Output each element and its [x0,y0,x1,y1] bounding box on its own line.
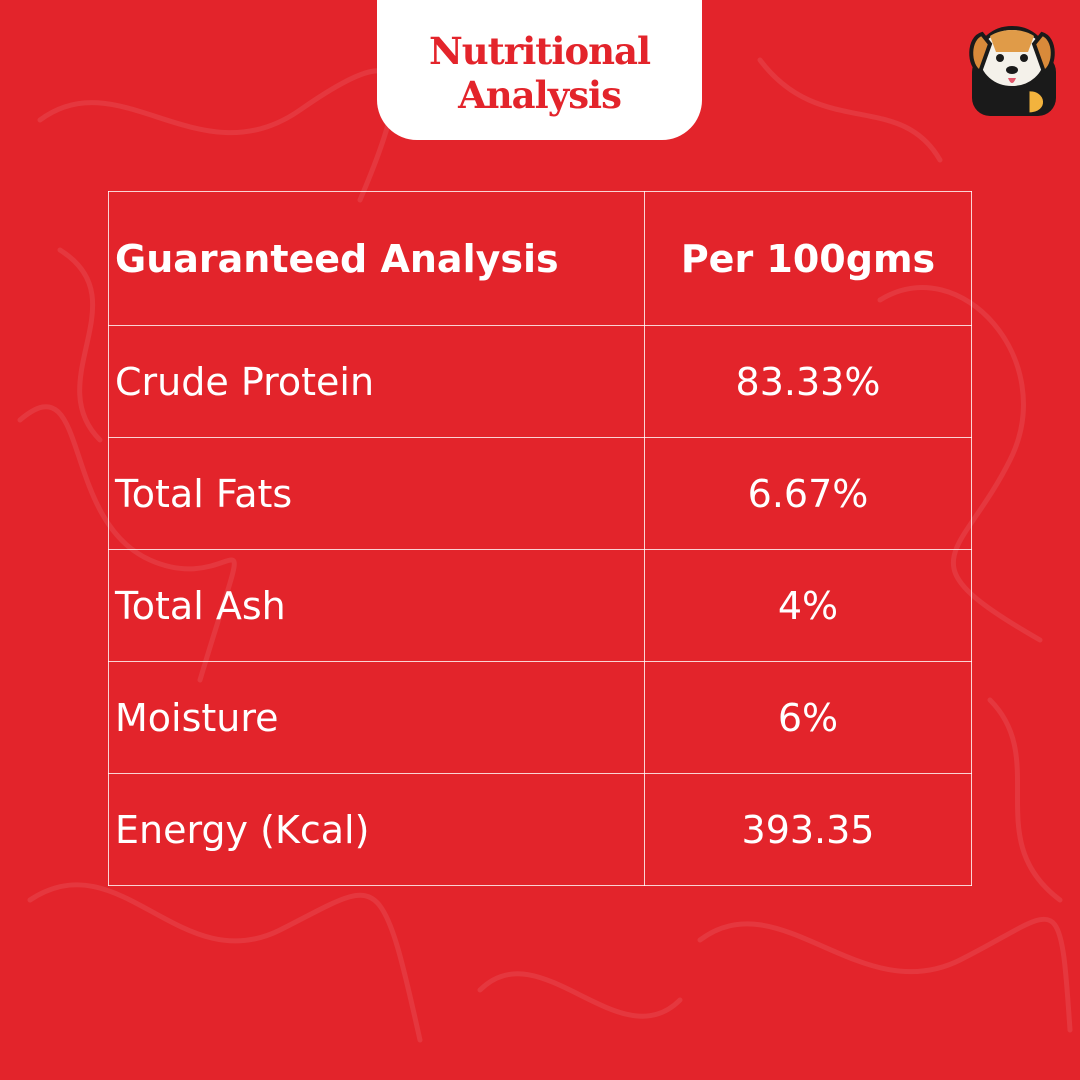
nutrient-name: Total Ash [108,549,645,662]
nutrient-name: Crude Protein [108,325,645,438]
nutrient-name: Energy (Kcal) [108,773,645,886]
nutrition-table: Guaranteed Analysis Per 100gms Crude Prot… [108,191,972,886]
column-header: Per 100gms [644,191,972,326]
table-row: Total Ash 4% [108,549,972,662]
nutrient-value: 83.33% [644,325,972,438]
nutrient-value: 393.35 [644,773,972,886]
title-tab: Nutritional Analysis [377,0,702,140]
table-row: Moisture 6% [108,661,972,774]
table-row: Total Fats 6.67% [108,437,972,550]
table-body: Crude Protein 83.33% Total Fats 6.67% Total … [108,325,972,886]
logo [969,26,1056,116]
nutrient-value: 6% [644,661,972,774]
column-header: Guaranteed Analysis [108,191,645,326]
title: Nutritional Analysis [428,29,651,117]
nutrient-name: Moisture [108,661,645,774]
header-row: Guaranteed Analysis Per 100gms [108,191,972,326]
nutrient-value: 4% [644,549,972,662]
nutrient-name: Total Fats [108,437,645,550]
table-row: Crude Protein 83.33% [108,325,972,438]
nutrient-value: 6.67% [644,437,972,550]
table-row: Energy (Kcal) 393.35 [108,773,972,886]
